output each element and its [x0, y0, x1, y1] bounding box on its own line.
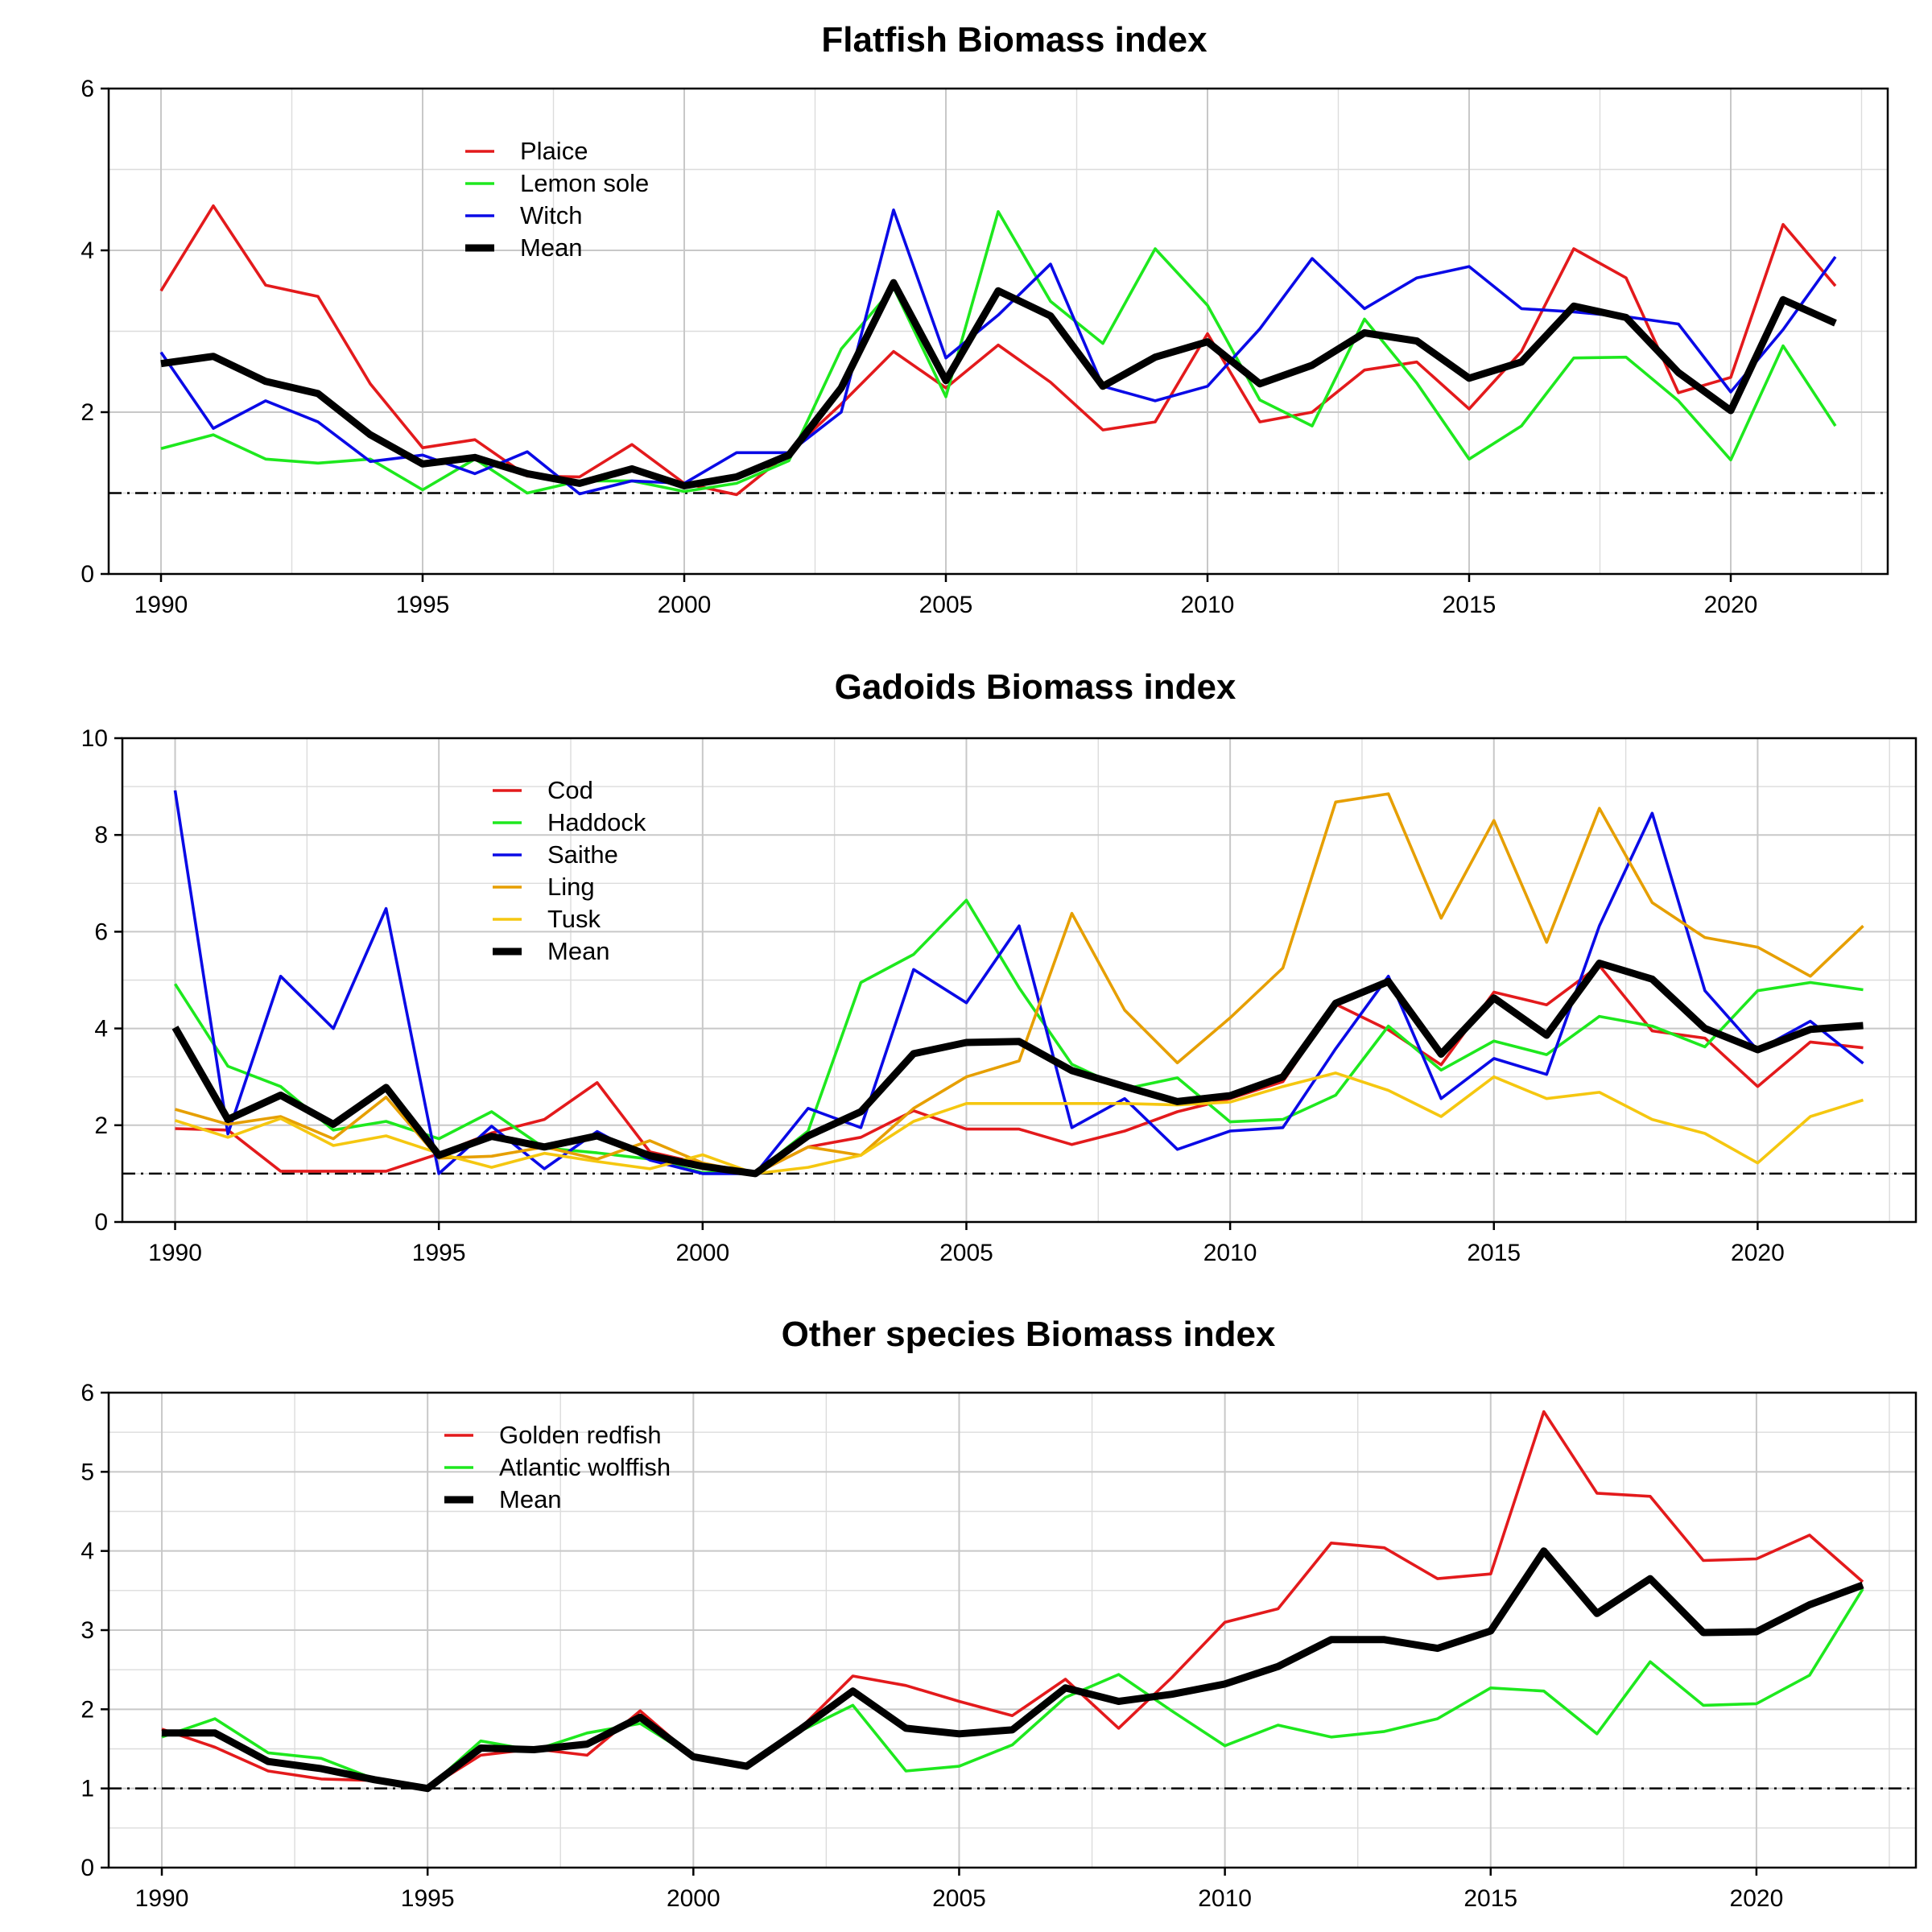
legend: Cod Haddock Saithe Ling Tusk Mean — [493, 776, 646, 965]
legend-label: Tusk — [547, 905, 601, 933]
y-tick-label: 4 — [80, 1538, 94, 1565]
x-tick-label: 1995 — [396, 592, 450, 618]
y-tick-label: 2 — [80, 1696, 94, 1723]
chart-panel-1: Flatfish Biomass index 0 2 4 6 1990 1995 2000 20… — [80, 20, 1889, 618]
x-tick-label: 2010 — [1203, 1240, 1257, 1266]
chart-panel-3: Other species Biomass index 0 1 2 3 4 5 6 1990 19… — [80, 1315, 1918, 1912]
plot-frame — [107, 87, 1889, 576]
y-tick-label: 0 — [80, 561, 94, 588]
chart-title: Flatfish Biomass index — [821, 20, 1208, 60]
x-tick-label: 1990 — [135, 1885, 189, 1912]
y-tick-label: 1 — [80, 1776, 94, 1802]
series-line-mean — [162, 1547, 1864, 1793]
legend-label: Cod — [547, 776, 593, 804]
x-tick-label: 1995 — [401, 1885, 455, 1912]
legend-label: Saithe — [547, 840, 618, 869]
legend: Golden redfish Atlantic wolffish Mean — [444, 1421, 671, 1513]
y-tick-label: 6 — [80, 1380, 94, 1406]
legend-label: Mean — [499, 1485, 562, 1513]
x-tick-label: 2015 — [1463, 1885, 1517, 1912]
x-tick-label: 2015 — [1443, 592, 1496, 618]
x-tick-label: 2000 — [675, 1240, 729, 1266]
series-line-mean — [160, 279, 1837, 489]
x-tick-label: 2005 — [919, 592, 973, 618]
legend-label: Golden redfish — [499, 1421, 662, 1449]
x-tick-label: 2005 — [932, 1885, 986, 1912]
y-tick-label: 0 — [80, 1855, 94, 1881]
chart-title: Other species Biomass index — [782, 1315, 1276, 1354]
legend-label: Mean — [520, 233, 583, 262]
x-tick-label: 2015 — [1467, 1240, 1521, 1266]
y-tick-label: 4 — [94, 1016, 108, 1042]
legend-label: Witch — [520, 201, 583, 229]
y-tick-label: 3 — [80, 1617, 94, 1644]
y-tick-label: 4 — [80, 237, 94, 264]
legend-label: Haddock — [547, 808, 646, 836]
x-tick-label: 2000 — [658, 592, 712, 618]
x-tick-label: 2000 — [667, 1885, 720, 1912]
y-tick-label: 2 — [80, 399, 94, 426]
series-line-witch — [159, 208, 1837, 496]
x-tick-label: 2010 — [1198, 1885, 1252, 1912]
legend-label: Ling — [547, 873, 595, 901]
chart-title: Gadoids Biomass index — [835, 667, 1236, 707]
y-tick-label: 8 — [94, 822, 108, 848]
legend-label: Mean — [547, 937, 610, 965]
x-tick-label: 1995 — [412, 1240, 466, 1266]
x-tick-label: 1990 — [148, 1240, 202, 1266]
legend-label: Atlantic wolffish — [499, 1453, 671, 1481]
legend: Plaice Lemon sole Witch Mean — [465, 137, 649, 262]
x-tick-label: 1990 — [134, 592, 188, 618]
y-tick-label: 5 — [80, 1459, 94, 1485]
legend-label: Plaice — [520, 137, 588, 165]
legend-label: Lemon sole — [520, 169, 649, 197]
x-tick-label: 2010 — [1181, 592, 1235, 618]
series-line-lemon-sole — [160, 209, 1837, 495]
y-tick-label: 10 — [81, 725, 108, 752]
chart-panel-2: Gadoids Biomass index 0 2 4 6 8 10 1990 1995 2000… — [81, 667, 1918, 1266]
x-tick-label: 2005 — [939, 1240, 993, 1266]
x-tick-label: 2020 — [1731, 1240, 1785, 1266]
series-line-plaice — [159, 204, 1837, 497]
series-line-atlantic-wolffish — [161, 1587, 1864, 1790]
series-line-haddock — [173, 898, 1864, 1174]
y-tick-label: 6 — [80, 76, 94, 102]
x-tick-label: 2020 — [1730, 1885, 1784, 1912]
y-tick-label: 0 — [94, 1209, 108, 1236]
y-tick-label: 2 — [94, 1113, 108, 1139]
series-line-tusk — [174, 1071, 1864, 1175]
series-line-saithe — [173, 790, 1864, 1175]
series-line-mean — [171, 960, 1864, 1178]
x-tick-label: 2020 — [1704, 592, 1758, 618]
plot-frame — [121, 737, 1918, 1224]
y-tick-label: 6 — [94, 919, 108, 945]
